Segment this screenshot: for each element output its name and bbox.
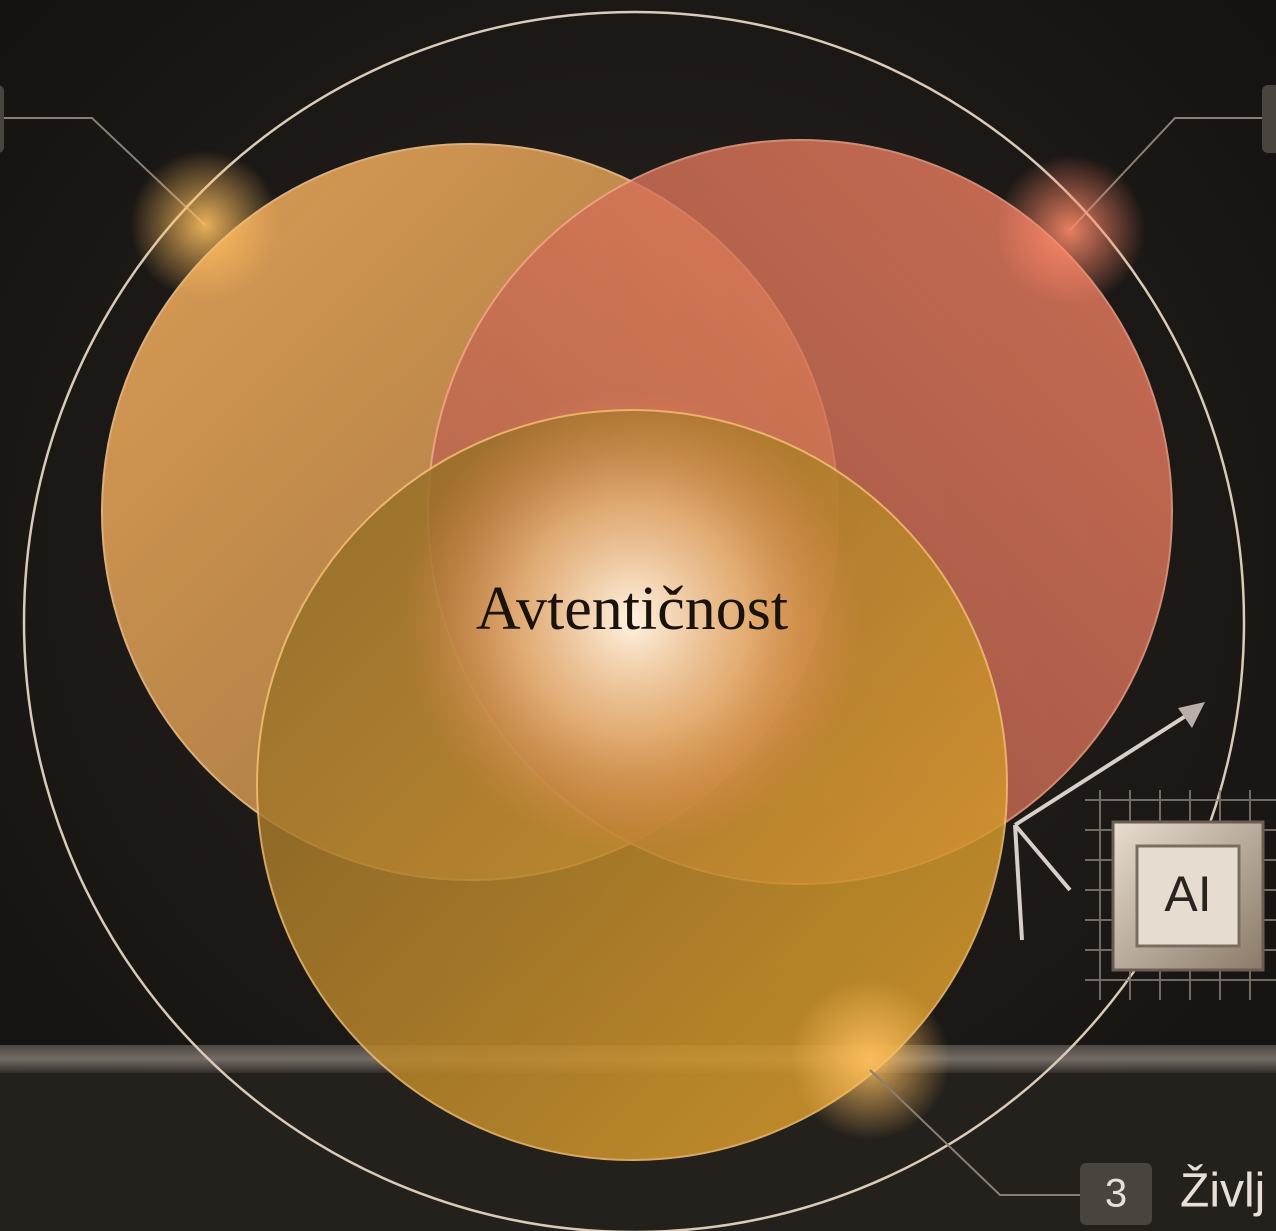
callout-box [1262, 85, 1276, 153]
callout-number: 3 [1105, 1172, 1127, 1216]
illustration: Avtentičnost AI 3 Življ [0, 0, 1276, 1231]
glow [995, 155, 1145, 305]
page: Avtentičnost AI 3 Življ (() => { const d… [0, 0, 1276, 1231]
glow [130, 150, 280, 300]
chip-label: AI [1164, 866, 1211, 922]
center-label: Avtentičnost [476, 575, 788, 643]
glow [790, 980, 950, 1140]
callout-box [0, 85, 4, 153]
callout-label: Življ [1180, 1165, 1265, 1218]
